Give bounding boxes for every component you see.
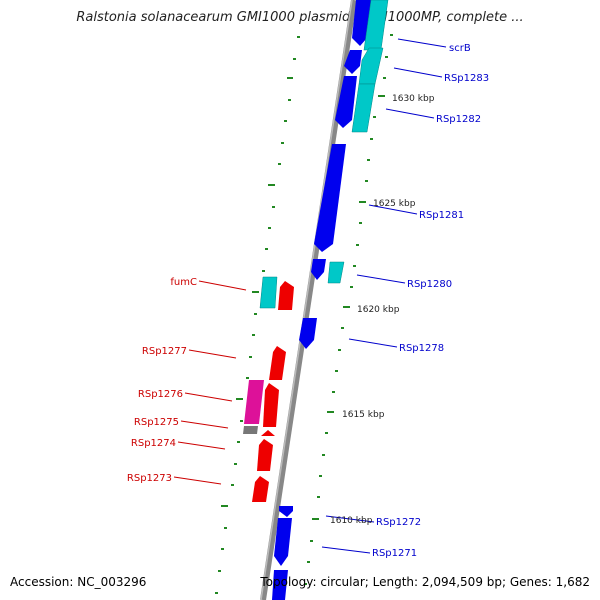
tick-label-1610: 1610 kbp: [330, 516, 373, 526]
gene-RSp1274[interactable]: [257, 439, 273, 471]
gene-RSp1277[interactable]: [269, 346, 286, 380]
gene-RSp1283-blue[interactable]: [344, 50, 362, 74]
tick-label-1620: 1620 kbp: [357, 305, 400, 315]
gene-RSp1280-blue[interactable]: [311, 259, 326, 280]
gene-RSp1281[interactable]: [314, 144, 346, 252]
gene-fumC[interactable]: [278, 281, 294, 310]
accession: Accession: NC_003296: [10, 575, 147, 589]
gene-RSp1273[interactable]: [252, 476, 269, 502]
tick-labels: 1630 kbp 1625 kbp 1620 kbp 1615 kbp 1610…: [330, 94, 435, 526]
label-RSp1274: RSp1274: [131, 438, 176, 449]
gene-bottom[interactable]: [272, 570, 288, 600]
gene-RSp1282-cyan[interactable]: [351, 83, 376, 133]
label-fumC: fumC: [170, 277, 197, 288]
gene-labels-right: scrB RSp1283 RSp1282 RSp1281 RSp1280 RSp…: [372, 43, 489, 559]
label-RSp1276: RSp1276: [138, 389, 183, 400]
label-scrB: scrB: [449, 43, 471, 54]
gene-RSp1272[interactable]: [279, 506, 293, 517]
tick-label-1625: 1625 kbp: [373, 199, 416, 209]
forward-genes: [272, 0, 371, 600]
gene-fumC-cyan[interactable]: [259, 276, 278, 309]
tick-label-1615: 1615 kbp: [342, 410, 385, 420]
gene-RSp1276[interactable]: [263, 383, 279, 427]
gene-RSp1275[interactable]: [261, 430, 275, 436]
cyan-genes: [259, 0, 389, 309]
summary: Topology: circular; Length: 2,094,509 bp…: [260, 575, 590, 589]
label-RSp1278: RSp1278: [399, 343, 444, 354]
label-RSp1271: RSp1271: [372, 548, 417, 559]
gene-RSp1283-cyan[interactable]: [358, 47, 384, 85]
gene-RSp1275-grey[interactable]: [243, 426, 258, 434]
label-RSp1275: RSp1275: [134, 417, 179, 428]
label-RSp1282: RSp1282: [436, 114, 481, 125]
label-RSp1283: RSp1283: [444, 73, 489, 84]
gene-RSp1282-blue[interactable]: [335, 76, 357, 128]
left-leaders: [173, 280, 247, 485]
gene-RSp1276-magenta[interactable]: [244, 380, 264, 424]
tick-label-1630: 1630 kbp: [392, 94, 435, 104]
map-title: Ralstonia solanacearum GMI1000 plasmid p…: [76, 10, 524, 25]
gene-labels-left: fumC RSp1277 RSp1276 RSp1275 RSp1274 RSp…: [127, 277, 197, 484]
genome-backbone: [260, 0, 357, 600]
outer-ticks-left: [215, 36, 300, 594]
gene-RSp1280-cyan[interactable]: [327, 261, 345, 284]
gene-RSp1271[interactable]: [274, 518, 292, 566]
gene-RSp1278[interactable]: [299, 318, 317, 349]
label-RSp1273: RSp1273: [127, 473, 172, 484]
label-RSp1280: RSp1280: [407, 279, 452, 290]
reverse-genes: [252, 281, 294, 502]
genome-backbone-highlight: [260, 0, 353, 600]
label-RSp1272: RSp1272: [376, 517, 421, 528]
outer-ticks-right: [304, 34, 393, 585]
right-leaders: [321, 38, 447, 554]
label-RSp1277: RSp1277: [142, 346, 187, 357]
label-RSp1281: RSp1281: [419, 210, 464, 221]
